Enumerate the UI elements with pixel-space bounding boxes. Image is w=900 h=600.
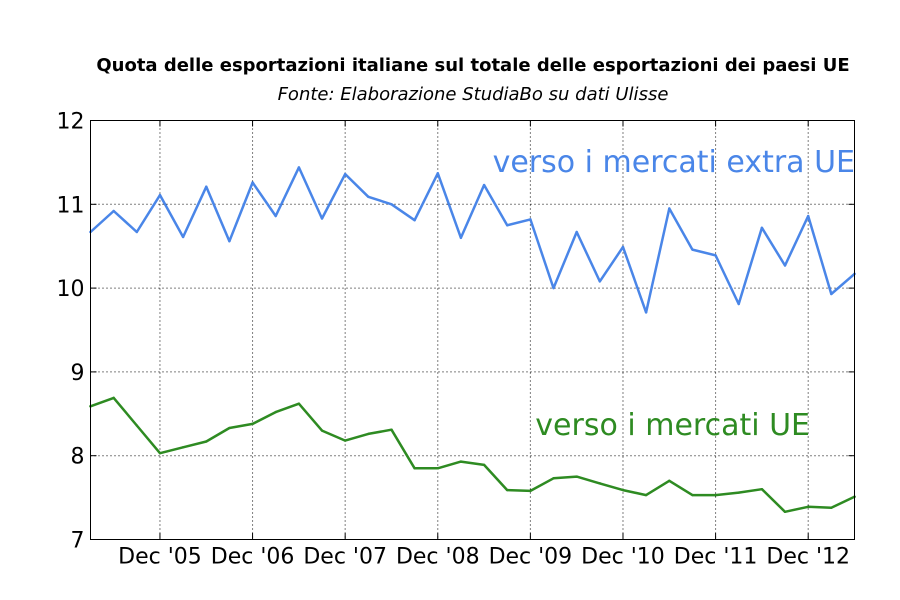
data-point <box>274 410 277 414</box>
x-tick-label: Dec '08 <box>396 545 480 570</box>
data-point <box>529 489 532 493</box>
data-point <box>621 488 625 492</box>
data-point <box>135 230 139 234</box>
data-point <box>737 491 740 494</box>
x-tick-label: Dec '12 <box>766 545 850 570</box>
data-point <box>830 292 833 296</box>
data-point <box>806 214 810 218</box>
data-point <box>691 248 694 251</box>
data-point <box>413 467 416 470</box>
x-tick-label: Dec '05 <box>118 545 202 570</box>
data-point <box>228 239 231 243</box>
data-point <box>112 396 115 400</box>
data-point <box>158 451 162 455</box>
x-tick-label: Dec '06 <box>211 545 295 570</box>
data-point <box>459 460 463 463</box>
series-layer <box>89 166 856 514</box>
data-point <box>506 488 509 492</box>
data-point <box>274 214 277 218</box>
data-point <box>482 463 486 467</box>
y-tick-label: 9 <box>71 361 85 386</box>
data-point <box>112 209 115 213</box>
y-tick-label: 7 <box>71 529 85 554</box>
series-label-1: verso i mercati UE <box>535 408 810 443</box>
series-labels: verso i mercati extra UE verso i mercati … <box>493 145 855 443</box>
data-point <box>181 235 185 239</box>
data-point <box>506 224 509 227</box>
data-point <box>783 510 787 514</box>
data-point <box>251 422 254 426</box>
data-point <box>737 302 740 306</box>
data-point <box>598 280 602 283</box>
data-point <box>413 219 416 222</box>
y-tick-label: 10 <box>57 277 85 302</box>
data-point <box>598 482 602 485</box>
data-point <box>668 207 671 210</box>
data-point <box>644 311 648 314</box>
data-point <box>760 226 764 229</box>
data-point <box>320 217 324 220</box>
data-point <box>482 183 486 187</box>
data-point <box>575 230 578 234</box>
data-point <box>621 245 625 249</box>
data-point <box>390 428 393 431</box>
data-point <box>529 218 532 221</box>
data-point <box>830 506 833 509</box>
x-tick-label: Dec '10 <box>581 545 665 570</box>
data-point <box>459 236 463 240</box>
data-point <box>367 432 370 436</box>
data-point <box>552 477 555 480</box>
data-point <box>343 439 347 442</box>
data-point <box>783 264 787 267</box>
data-point <box>714 254 717 257</box>
data-point <box>205 440 208 443</box>
data-point <box>228 426 231 430</box>
data-point <box>575 475 578 478</box>
data-point <box>297 402 301 405</box>
data-point <box>714 493 717 497</box>
series-line-1 <box>89 396 856 514</box>
chart-title: Quota delle esportazioni italiane sul to… <box>96 55 849 76</box>
data-point <box>135 424 139 427</box>
data-point <box>644 493 648 497</box>
data-point <box>390 203 393 206</box>
data-point <box>691 493 694 497</box>
data-point <box>436 467 439 470</box>
data-point <box>181 446 185 449</box>
chart-subtitle: Fonte: Elaborazione StudiaBo su dati Uli… <box>278 84 669 105</box>
data-point <box>552 286 555 290</box>
data-point <box>436 172 439 175</box>
y-tick-label: 12 <box>57 110 85 135</box>
y-tick-label: 11 <box>57 193 85 218</box>
data-point <box>205 185 208 188</box>
data-point <box>760 488 764 491</box>
data-point <box>668 479 671 483</box>
x-tick-label: Dec '11 <box>674 545 758 570</box>
x-tick-label: Dec '09 <box>489 545 573 570</box>
data-point <box>806 505 810 509</box>
data-point <box>367 195 370 198</box>
series-line-0 <box>89 166 856 314</box>
data-point <box>158 193 162 197</box>
data-point <box>343 172 347 176</box>
data-point <box>320 429 324 432</box>
y-tick-label: 8 <box>71 445 85 470</box>
plot-frame <box>90 120 855 540</box>
x-tick-label: Dec '07 <box>303 545 387 570</box>
axes: 7 8 9 10 11 12 Dec '05 Dec '06 Dec '07 Dec '08 Dec… <box>57 110 855 570</box>
grid <box>90 120 855 540</box>
data-point <box>297 166 301 169</box>
data-point <box>251 181 254 184</box>
series-label-0: verso i mercati extra UE <box>493 145 855 180</box>
